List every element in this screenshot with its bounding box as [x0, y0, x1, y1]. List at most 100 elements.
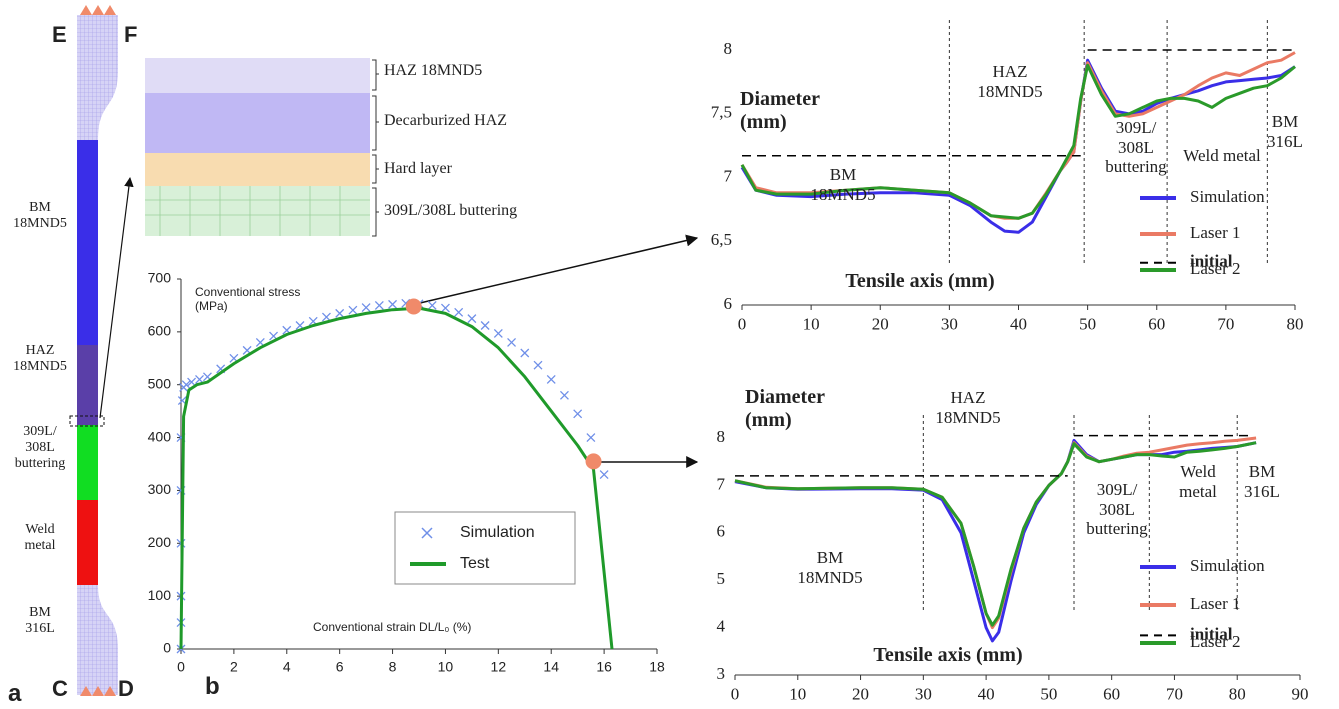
- zone-label: BM 316L: [18, 605, 63, 637]
- region-label: 309L/ 308L buttering: [1105, 118, 1167, 177]
- x-tick-label: 0: [731, 684, 740, 703]
- marker: [508, 338, 516, 346]
- layer-label: Decarburized HAZ: [384, 112, 564, 130]
- marker: [481, 322, 489, 330]
- inset: [145, 58, 379, 236]
- x-tick-label: 50: [1040, 684, 1057, 703]
- x-tick-label: 50: [1079, 314, 1096, 333]
- legend-label: initial: [1190, 624, 1233, 643]
- y-tick-label: 700: [148, 270, 172, 286]
- marker: [587, 434, 595, 442]
- y-tick-label: 100: [148, 587, 172, 603]
- figure-canvas: 0246810121416180100200300400500600700Sim…: [0, 0, 1339, 709]
- panel-label: a: [8, 680, 32, 708]
- corner-label: C: [52, 676, 76, 701]
- legend-label: Laser 1: [1190, 594, 1241, 613]
- y-tick-label: 7: [717, 474, 726, 493]
- marker: [375, 301, 383, 309]
- x-tick-label: 0: [738, 314, 747, 333]
- legend-label: Simulation: [1190, 556, 1265, 575]
- y-label: Diameter (mm): [745, 386, 855, 432]
- x-tick-label: 8: [389, 659, 397, 675]
- x-tick-label: 90: [1292, 684, 1309, 703]
- y-label: Diameter (mm): [740, 88, 850, 134]
- marker: [534, 361, 542, 369]
- marker: [349, 306, 357, 314]
- y-label: Conventional stress (MPa): [195, 286, 305, 314]
- corner-label: F: [124, 22, 148, 47]
- marker: [547, 375, 555, 383]
- x-tick-label: 4: [283, 659, 291, 675]
- marker: [455, 308, 463, 316]
- marker: [362, 304, 370, 312]
- x-label: Tensile axis (mm): [838, 644, 1058, 667]
- marker: [574, 410, 582, 418]
- x-tick-label: 60: [1148, 314, 1165, 333]
- legend-label: Simulation: [460, 524, 535, 541]
- legend-label: Test: [460, 555, 490, 572]
- layer-label: HAZ 18MND5: [384, 62, 564, 80]
- x-tick-label: 20: [872, 314, 889, 333]
- y-tick-label: 6,5: [711, 230, 732, 249]
- x-label: Conventional strain DL/L₀ (%): [313, 621, 513, 635]
- region-label: HAZ 18MND5: [923, 388, 1013, 427]
- y-tick-label: 200: [148, 534, 172, 550]
- x-tick-label: 80: [1287, 314, 1304, 333]
- marker: [521, 349, 529, 357]
- y-tick-label: 7: [724, 166, 733, 185]
- marker: [600, 471, 608, 479]
- y-tick-label: 600: [148, 323, 172, 339]
- specimen: [70, 5, 130, 696]
- y-tick-label: 500: [148, 375, 172, 391]
- marker: [468, 315, 476, 323]
- marker: [389, 300, 397, 308]
- x-tick-label: 40: [1010, 314, 1027, 333]
- legend-label: Simulation: [1190, 187, 1265, 206]
- y-tick-label: 7,5: [711, 103, 732, 122]
- x-tick-label: 10: [803, 314, 820, 333]
- x-tick-label: 18: [649, 659, 665, 675]
- marker: [336, 309, 344, 317]
- x-tick-label: 14: [543, 659, 559, 675]
- x-tick-label: 80: [1229, 684, 1246, 703]
- label: b: [205, 673, 235, 701]
- x-tick-label: 70: [1217, 314, 1234, 333]
- figure: 0246810121416180100200300400500600700Sim…: [0, 0, 1339, 709]
- x-tick-label: 6: [336, 659, 344, 675]
- y-tick-label: 5: [717, 569, 726, 588]
- y-tick-label: 400: [148, 428, 172, 444]
- y-tick-label: 8: [724, 39, 733, 58]
- region-label: BM 316L: [1265, 112, 1305, 151]
- x-label: Tensile axis (mm): [820, 270, 1020, 293]
- zone-label: BM 18MND5: [10, 200, 70, 232]
- marker: [560, 391, 568, 399]
- y-tick-label: 4: [717, 617, 726, 636]
- x-tick-label: 70: [1166, 684, 1183, 703]
- marker: [428, 301, 436, 309]
- corner-label: E: [52, 22, 76, 47]
- y-tick-label: 8: [717, 427, 726, 446]
- legend-box: [395, 512, 575, 584]
- arrow: [420, 238, 697, 303]
- y-tick-label: 0: [163, 640, 171, 656]
- region-label: 309L/ 308L buttering: [1086, 480, 1148, 539]
- corner-label: D: [118, 676, 142, 701]
- legend-label: Laser 1: [1190, 223, 1241, 242]
- marker: [494, 329, 502, 337]
- x-tick-label: 12: [491, 659, 507, 675]
- region-label: BM 18MND5: [790, 548, 870, 587]
- x-tick-label: 10: [438, 659, 454, 675]
- layer-label: Hard layer: [384, 160, 564, 178]
- x-tick-label: 0: [177, 659, 185, 675]
- x-tick-label: 30: [941, 314, 958, 333]
- x-tick-label: 30: [915, 684, 932, 703]
- zone-label: Weld metal: [15, 522, 65, 554]
- y-tick-label: 3: [717, 664, 726, 683]
- region-label: BM 316L: [1241, 462, 1283, 501]
- highlight-point: [406, 298, 422, 314]
- x-tick-label: 40: [978, 684, 995, 703]
- y-tick-label: 6: [724, 294, 733, 313]
- layer-label: 309L/308L buttering: [384, 202, 564, 220]
- marker: [441, 304, 449, 312]
